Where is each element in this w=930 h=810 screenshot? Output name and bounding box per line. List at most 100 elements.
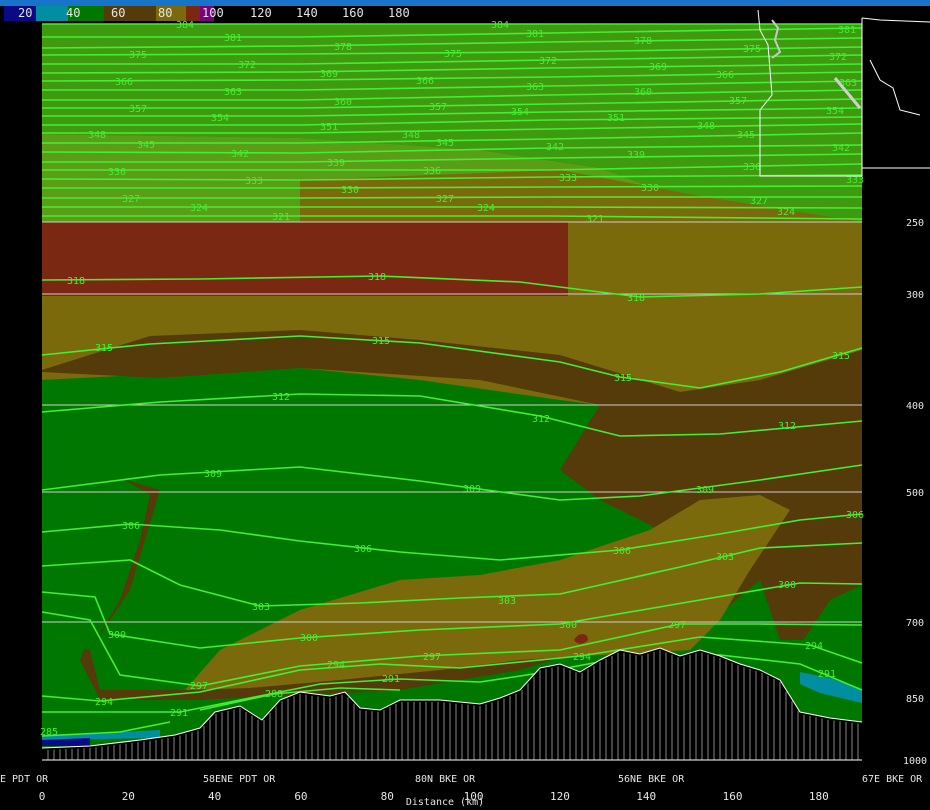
isentrope-label-339: 339 bbox=[627, 150, 645, 161]
isentrope-label-333: 333 bbox=[245, 176, 263, 187]
isentrope-label-366: 366 bbox=[716, 70, 734, 81]
isentrope-label-300: 300 bbox=[300, 633, 318, 644]
isentrope-label-291: 291 bbox=[818, 669, 836, 680]
isentrope-label-288: 288 bbox=[265, 689, 283, 700]
scale-swatch-70 bbox=[104, 6, 156, 21]
isentrope-label-375: 375 bbox=[743, 44, 761, 55]
isentrope-363 bbox=[42, 80, 863, 91]
isentrope-label-372: 372 bbox=[238, 60, 256, 71]
band-moist-2 bbox=[42, 455, 150, 650]
isentrope-345 bbox=[42, 132, 863, 144]
isentrope-label-315: 315 bbox=[95, 343, 113, 354]
isentrope-label-324: 324 bbox=[477, 203, 495, 214]
x-tick-label: 20 bbox=[122, 790, 135, 803]
x-tick-label: 100 bbox=[464, 790, 484, 803]
title-bar bbox=[0, 0, 930, 6]
isentrope-label-345: 345 bbox=[137, 140, 155, 151]
band-saturated bbox=[42, 738, 90, 746]
isentrope-label-306: 306 bbox=[122, 521, 140, 532]
isentrope-297 bbox=[41, 611, 863, 687]
isentrope-label-321: 321 bbox=[272, 212, 290, 223]
isentrope-label-303: 303 bbox=[716, 552, 734, 563]
isentrope-378 bbox=[41, 37, 863, 49]
location-label: 58ENE PDT OR bbox=[203, 774, 276, 785]
isentrope-label-294: 294 bbox=[95, 697, 113, 708]
isentrope-label-345: 345 bbox=[436, 138, 454, 149]
isentrope-label-363: 363 bbox=[224, 87, 242, 98]
humidity-fill bbox=[42, 24, 862, 760]
location-label: 56NE BKE OR bbox=[618, 774, 685, 785]
scale-swatch-60 bbox=[68, 6, 104, 21]
x-tick-label: 140 bbox=[636, 790, 656, 803]
band-very-dry bbox=[42, 222, 568, 296]
isentrope-label-351: 351 bbox=[607, 113, 625, 124]
pressure-tick-label: 850 bbox=[906, 694, 924, 705]
isentrope-label-333: 333 bbox=[846, 175, 864, 186]
isentrope-label-321: 321 bbox=[586, 214, 604, 225]
isentrope-label-327: 327 bbox=[750, 196, 768, 207]
isentrope-label-309: 309 bbox=[204, 469, 222, 480]
scale-swatch-40 bbox=[36, 6, 68, 21]
isentrope-label-312: 312 bbox=[272, 392, 290, 403]
band-very-moist bbox=[800, 672, 862, 703]
x-tick-label: 120 bbox=[550, 790, 570, 803]
isentrope-label-357: 357 bbox=[729, 96, 747, 107]
isentrope-label-342: 342 bbox=[546, 142, 564, 153]
isentrope-label-291: 291 bbox=[382, 674, 400, 685]
map-inset bbox=[757, 9, 930, 177]
x-tick-label: 60 bbox=[294, 790, 307, 803]
isentrope-label-318: 318 bbox=[67, 276, 85, 287]
isentrope-label-291: 291 bbox=[170, 708, 188, 719]
scale-swatch-100 bbox=[200, 6, 214, 21]
scale-label: 140 bbox=[296, 6, 318, 20]
isentrope-label-306: 306 bbox=[613, 546, 631, 557]
isentrope-label-300: 300 bbox=[559, 620, 577, 631]
x-tick-label: 0 bbox=[39, 790, 46, 803]
isentrope-357 bbox=[42, 98, 863, 109]
isentrope-label-312: 312 bbox=[778, 421, 796, 432]
isentrope-label-351: 351 bbox=[320, 122, 338, 133]
isentrope-label-342: 342 bbox=[231, 149, 249, 160]
isentrope-label-309: 309 bbox=[463, 484, 481, 495]
isentrope-label-312: 312 bbox=[532, 414, 550, 425]
isentrope-label-348: 348 bbox=[88, 130, 106, 141]
pressure-tick-label: 700 bbox=[906, 618, 924, 629]
map-coastline bbox=[771, 19, 782, 59]
pressure-tick-label: 1000 bbox=[903, 756, 927, 767]
scale-label: 40 bbox=[66, 6, 81, 20]
scale-label: 180 bbox=[388, 6, 410, 20]
scale-label: 120 bbox=[250, 6, 272, 20]
isentrope-label-330: 330 bbox=[641, 183, 659, 194]
x-tick-label: 40 bbox=[208, 790, 221, 803]
isentrope-label-381: 381 bbox=[838, 25, 856, 36]
pressure-gridlines bbox=[42, 221, 862, 623]
isentrope-label-366: 366 bbox=[416, 76, 434, 87]
map-section-line bbox=[833, 77, 862, 109]
band-mid-dry bbox=[42, 330, 862, 640]
pressure-tick-label: 300 bbox=[906, 290, 924, 301]
isentrope-label-297: 297 bbox=[190, 681, 208, 692]
axes: 250 300 400 500 700 850 1000 E PDT OR 58… bbox=[0, 218, 927, 785]
isentrope-label-300: 300 bbox=[108, 630, 126, 641]
x-axis-label: Distance (km) bbox=[405, 797, 485, 808]
isentrope-label-378: 378 bbox=[634, 36, 652, 47]
isentrope-label-315: 315 bbox=[832, 351, 850, 362]
isentrope-label-375: 375 bbox=[444, 49, 462, 60]
isentrope-327 bbox=[42, 196, 862, 199]
terrain-outline bbox=[41, 647, 863, 749]
isentrope-label-360: 360 bbox=[334, 97, 352, 108]
isentrope-label-357: 357 bbox=[129, 104, 147, 115]
isentrope-label-339: 339 bbox=[327, 158, 345, 169]
isentrope-label-381: 381 bbox=[526, 29, 544, 40]
band-very-dry-blob bbox=[574, 634, 588, 644]
band-dry-low bbox=[185, 495, 790, 690]
isentrope-label-318: 318 bbox=[627, 293, 645, 304]
isentrope-321 bbox=[42, 215, 863, 220]
isentrope-label-345: 345 bbox=[737, 130, 755, 141]
isentrope-label-369: 369 bbox=[649, 62, 667, 73]
isentrope-324 bbox=[42, 206, 863, 209]
isentrope-label-363: 363 bbox=[526, 82, 544, 93]
x-tick-label: 180 bbox=[809, 790, 829, 803]
scale-label: 160 bbox=[342, 6, 364, 20]
